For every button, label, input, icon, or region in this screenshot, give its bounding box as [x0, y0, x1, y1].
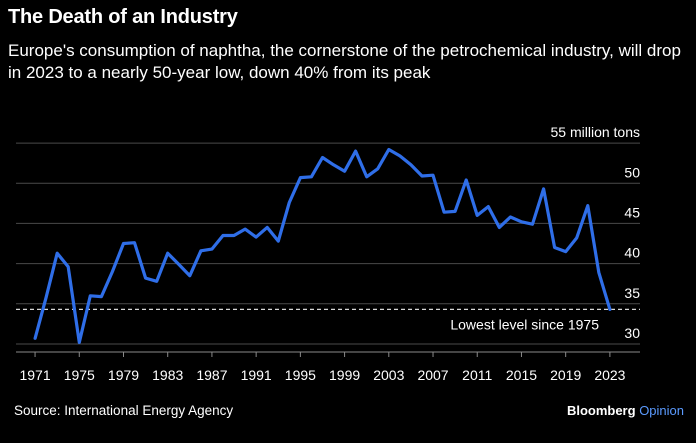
x-tick-label: 2003 — [373, 367, 404, 383]
x-tick-label: 1999 — [329, 367, 360, 383]
series-line-naphtha — [33, 147, 612, 344]
chart-title: The Death of an Industry — [8, 6, 238, 28]
x-tick-label: 2015 — [506, 367, 537, 383]
x-tick-label: 1971 — [19, 367, 50, 383]
x-tick-label: 1991 — [241, 367, 272, 383]
brand-logo: Bloomberg Opinion — [567, 403, 684, 418]
y-tick-label: 45 — [624, 204, 640, 220]
y-unit-label: 55 million tons — [551, 124, 641, 140]
x-tick-label: 2023 — [594, 367, 625, 383]
x-tick-label: 1995 — [285, 367, 316, 383]
x-tick-label: 1975 — [64, 367, 95, 383]
brand-suffix: Opinion — [639, 403, 684, 418]
chart-subtitle: Europe's consumption of naphtha, the cor… — [8, 41, 681, 82]
x-tick-label: 2011 — [462, 367, 492, 383]
source-note: Source: International Energy Agency — [14, 403, 234, 418]
x-tick-label: 1979 — [108, 367, 139, 383]
y-tick-label: 40 — [624, 245, 640, 261]
x-tick-label: 1987 — [196, 367, 227, 383]
annotation-lowest-level: Lowest level since 1975 — [450, 316, 599, 332]
x-tick-label: 2019 — [550, 367, 581, 383]
y-tick-label: 50 — [624, 164, 640, 180]
x-tick-label: 2007 — [417, 367, 448, 383]
y-tick-label: 35 — [624, 285, 640, 301]
brand-name: Bloomberg — [566, 403, 636, 418]
y-tick-label: 30 — [624, 325, 640, 341]
x-tick-label: 1983 — [152, 367, 183, 383]
